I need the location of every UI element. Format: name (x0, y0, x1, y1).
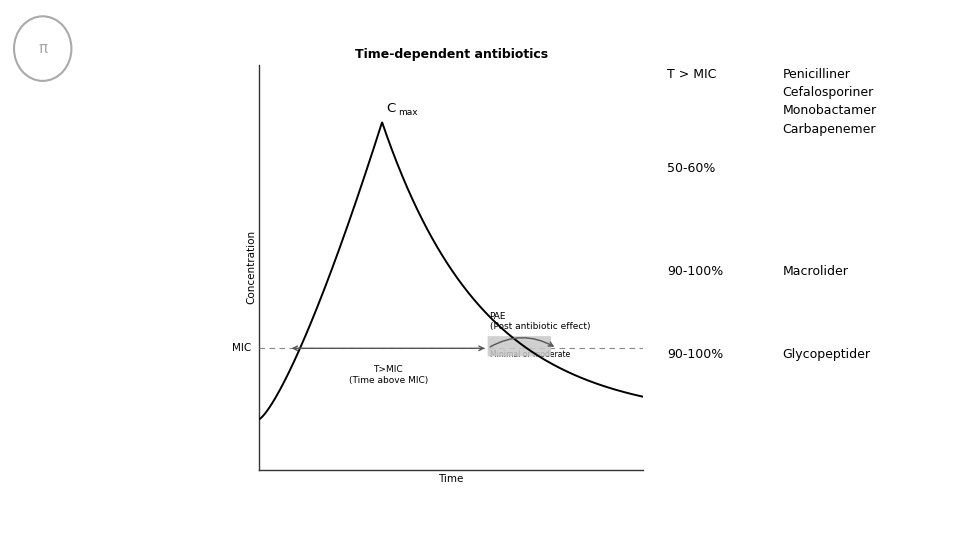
Text: C: C (386, 103, 396, 116)
Y-axis label: Concentration: Concentration (247, 230, 256, 305)
Text: Glycopeptider: Glycopeptider (782, 348, 871, 361)
Text: max: max (397, 108, 418, 117)
Text: PAE
(Post antibiotic effect): PAE (Post antibiotic effect) (490, 312, 590, 332)
Text: π: π (38, 41, 47, 56)
Text: 50-60%: 50-60% (667, 162, 715, 175)
Text: Macrolider: Macrolider (782, 265, 849, 278)
Text: 90-100%: 90-100% (667, 348, 724, 361)
Text: MIC: MIC (232, 343, 252, 353)
Text: T>MIC
(Time above MIC): T>MIC (Time above MIC) (348, 365, 428, 385)
FancyBboxPatch shape (488, 336, 551, 356)
Text: 90-100%: 90-100% (667, 265, 724, 278)
Text: Penicilliner
Cefalosporiner
Monobactamer
Carbapenemer: Penicilliner Cefalosporiner Monobactamer… (782, 68, 876, 136)
X-axis label: Time: Time (439, 474, 464, 484)
Text: T > MIC: T > MIC (667, 68, 716, 80)
Text: Minimal or moderate: Minimal or moderate (490, 350, 570, 359)
Title: Time-dependent antibiotics: Time-dependent antibiotics (354, 48, 548, 61)
